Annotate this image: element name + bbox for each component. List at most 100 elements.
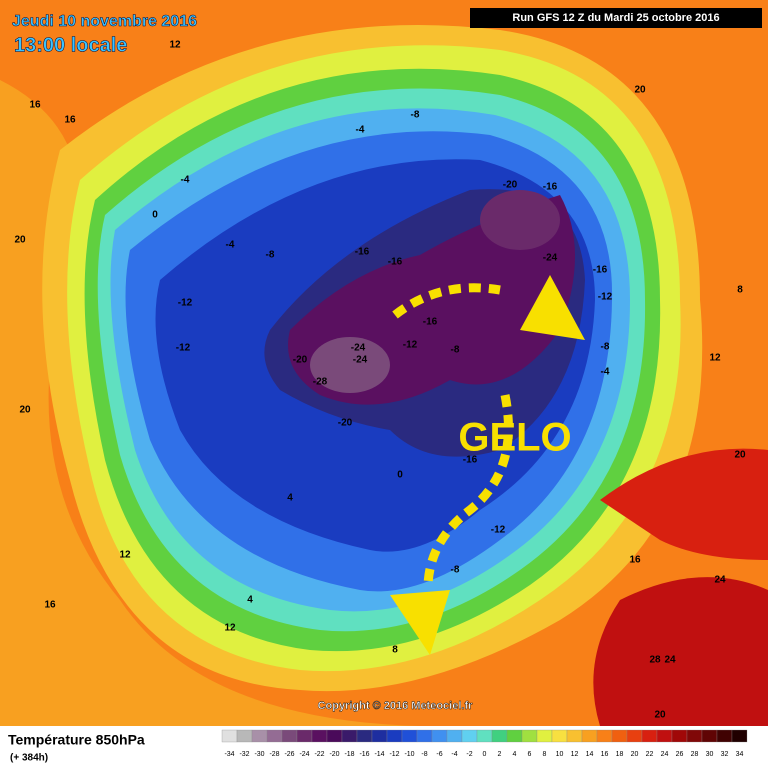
contour-label: -16 [463,455,478,466]
scale-label: 8 [543,751,547,758]
scale-label: -8 [421,751,427,758]
contour-label: 20 [19,405,31,416]
contour-label: -8 [451,565,460,576]
scale-swatch [281,729,298,743]
scale-swatch [626,729,643,743]
contour-label: -12 [598,292,613,303]
contour-label: -8 [411,110,420,121]
contour-label: 0 [152,210,158,221]
contour-label: 16 [29,100,41,111]
contour-label: 20 [654,710,666,721]
contour-label: -16 [543,182,558,193]
contour-label: -8 [601,342,610,353]
scale-label: 14 [586,751,594,758]
arrow-head [390,590,450,655]
scale-label: -12 [389,751,399,758]
scale-swatch [326,729,343,743]
scale-swatch [386,729,403,743]
scale-swatch [611,729,628,743]
forecast-time: 13:00 locale [14,34,127,56]
scale-swatch [731,729,748,743]
arrow-path [392,283,501,319]
contour-label: -24 [353,355,368,366]
hot-zone [593,577,768,726]
scale-swatch [566,729,583,743]
contour-label: 12 [119,550,131,561]
contour-label: 12 [224,623,236,634]
scale-label: 28 [691,751,699,758]
scale-label: -14 [374,751,384,758]
scale-swatch [536,729,553,743]
scale-label: -6 [436,751,442,758]
scale-label: 18 [616,751,624,758]
arrow-path [423,394,513,586]
contour-label: 16 [44,600,56,611]
scale-label: 34 [736,751,744,758]
scale-swatch [581,729,598,743]
arrow-head [520,275,585,340]
contour-label: 24 [664,655,676,666]
scale-swatch [641,729,658,743]
scale-label: -2 [466,751,472,758]
contour-labels: 1216162020-4-8-40-4-8-12-12-16-16-20-24-… [14,40,746,721]
scale-label: 16 [601,751,609,758]
scale-label: -18 [344,751,354,758]
contour-label: -12 [403,340,418,351]
contour-label: 4 [287,493,293,504]
color-scale: -34 -32 -30 -28 -26 -24 -22 -20 -18 -16 -14 -12 -10-… [221,729,748,758]
scale-swatch [446,729,463,743]
scale-label: 0 [483,751,487,758]
contour-label: 16 [64,115,76,126]
contour-label: -4 [356,125,365,136]
contour-label: -12 [178,298,193,309]
scale-label: -22 [314,751,324,758]
scale-swatch [236,729,253,743]
contour-label: 28 [649,655,661,666]
scale-label: -34 [224,751,234,758]
contour-label: -12 [491,525,506,536]
scale-swatch [341,729,358,743]
contour-label: 8 [392,645,398,656]
scale-swatch [371,729,388,743]
forecast-date: Jeudi 10 novembre 2016 [12,13,197,30]
scale-swatch [716,729,733,743]
copyright: Copyright © 2016 Meteociel.fr [318,700,474,712]
contour-label: 16 [629,555,641,566]
scale-label: -16 [359,751,369,758]
contour-label: -20 [293,355,308,366]
scale-swatch [671,729,688,743]
scale-label: -4 [451,751,457,758]
contour-label: 24 [714,575,726,586]
scale-swatch [476,729,493,743]
scale-swatch [431,729,448,743]
annotation: GELO [458,416,571,460]
scale-label: 22 [646,751,654,758]
contour-label: -4 [601,367,610,378]
warm-zone [0,80,420,726]
contour-label: -24 [543,253,558,264]
contour-label: -20 [503,180,518,191]
scale-swatch [416,729,433,743]
cold-core [480,190,560,250]
scale-swatch [266,729,283,743]
scale-swatch [311,729,328,743]
contour-label: -24 [351,343,366,354]
contour-label: -4 [226,240,235,251]
contour-label: 20 [634,85,646,96]
contour-label: 20 [734,450,746,461]
contour-label: -8 [451,345,460,356]
scale-swatch [356,729,373,743]
scale-label: -24 [299,751,309,758]
scale-swatch [506,729,523,743]
contour-label: 0 [397,470,403,481]
scale-swatch [251,729,268,743]
contour-label: -4 [181,175,190,186]
scale-label: -30 [254,751,264,758]
scale-label: -10 [404,751,414,758]
scale-swatch [551,729,568,743]
scale-label: 12 [571,751,579,758]
scale-label: 30 [706,751,714,758]
contour-label: -20 [338,418,353,429]
legend-title: Température 850hPa [8,732,145,748]
